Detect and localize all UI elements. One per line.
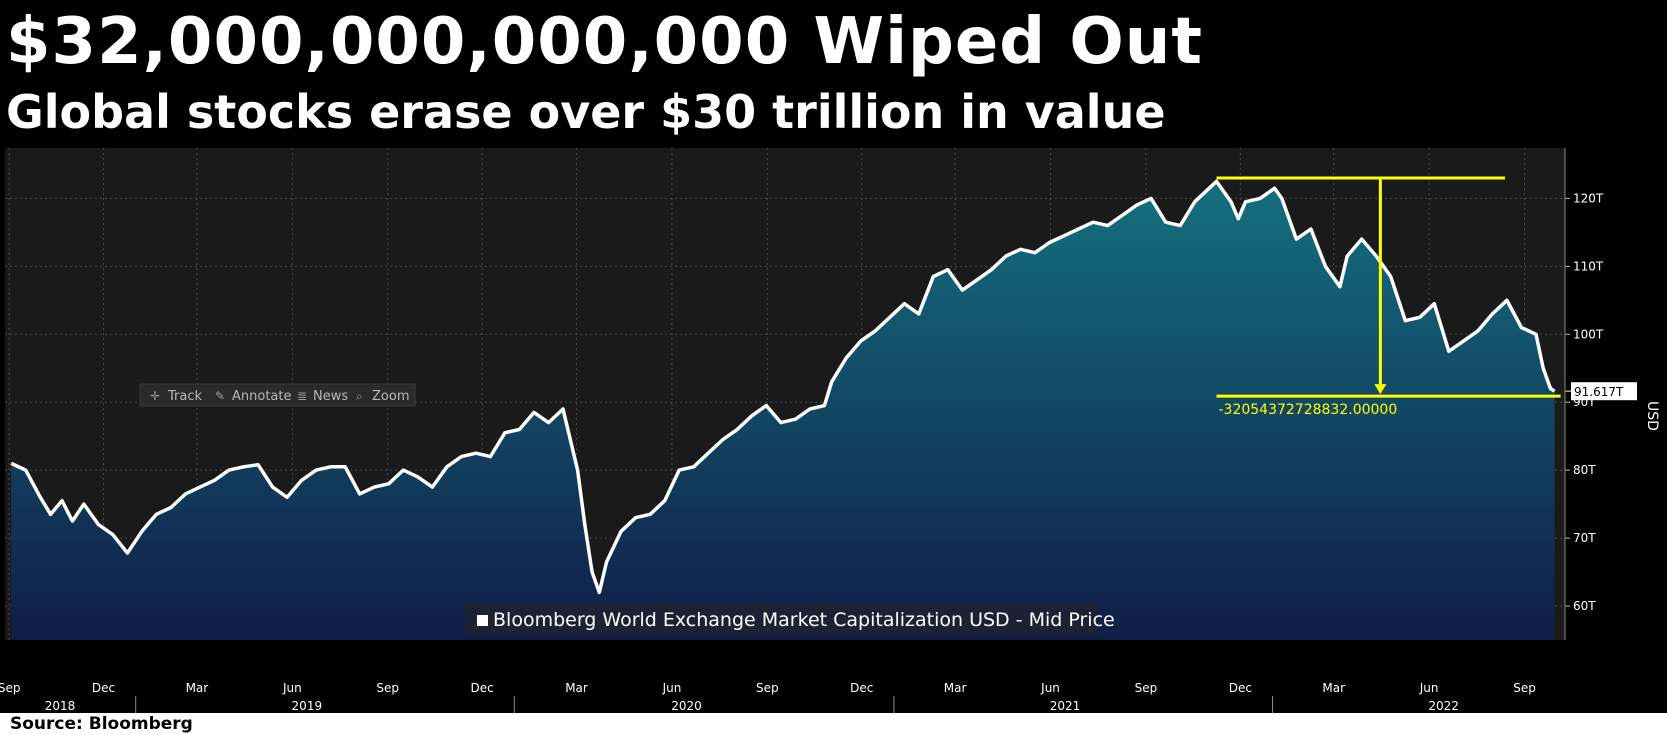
- x-year-label: 2019: [292, 699, 323, 713]
- zoom-button[interactable]: ⌕ Zoom: [356, 389, 409, 404]
- y-axis-label: USD: [1644, 401, 1660, 431]
- x-tick-label: Jun: [282, 681, 302, 695]
- subheadline: Global stocks erase over $30 trillion in…: [6, 85, 1166, 139]
- x-tick-label: Sep: [756, 681, 779, 695]
- x-tick-label: Sep: [376, 681, 399, 695]
- source-label: Source: Bloomberg: [10, 714, 193, 734]
- last-value-label: 91.617T: [1574, 385, 1624, 399]
- annotate-label: Annotate: [232, 389, 291, 404]
- news-label: News: [313, 389, 348, 404]
- y-tick-label: 120T: [1573, 191, 1604, 205]
- crosshair-icon: ✛: [150, 389, 160, 403]
- x-year-label: 2018: [45, 699, 76, 713]
- news-icon: ≣: [297, 389, 307, 403]
- y-tick-label: 60T: [1573, 599, 1596, 613]
- series-area: [11, 181, 1555, 640]
- series-line: [10, 179, 1556, 595]
- drawdown-label: -32054372728832.00000: [1218, 402, 1397, 418]
- x-tick-label: Jun: [1040, 681, 1060, 695]
- x-year-label: 2022: [1428, 699, 1459, 713]
- source-bar: Source: Bloomberg: [0, 713, 1667, 735]
- x-tick-label: Mar: [186, 681, 209, 695]
- x-tick-label: Sep: [1135, 681, 1158, 695]
- drawdown-arrow-head: [1374, 384, 1387, 395]
- y-tick-label: 90T: [1573, 395, 1596, 409]
- y-tick-label: 70T: [1573, 531, 1596, 545]
- headline: $32,000,000,000,000 Wiped Out: [6, 5, 1203, 79]
- x-year-label: 2020: [671, 699, 702, 713]
- y-tick-label: 110T: [1573, 259, 1604, 273]
- x-tick-label: Mar: [1322, 681, 1345, 695]
- axes: 60T 70T 80T 90T 100T 110T 120T Sep Dec Mar Jun Sep D…: [0, 148, 1604, 713]
- x-tick-label: Sep: [1513, 681, 1536, 695]
- annotate-button[interactable]: ✎ Annotate: [215, 389, 291, 404]
- x-tick-label: Sep: [0, 681, 20, 695]
- x-tick-label: Dec: [471, 681, 494, 695]
- zoom-label: Zoom: [372, 389, 409, 404]
- x-tick-label: Mar: [565, 681, 588, 695]
- track-label: Track: [167, 389, 202, 404]
- x-tick-label: Dec: [1229, 681, 1252, 695]
- pencil-icon: ✎: [215, 389, 225, 403]
- market-cap-chart: -32054372728832.00000 91.617T 60T 70T 80T 90…: [0, 148, 1660, 713]
- x-tick-label: Dec: [850, 681, 873, 695]
- legend-swatch: [477, 615, 488, 626]
- y-tick-label: 100T: [1573, 327, 1604, 341]
- x-tick-label: Mar: [944, 681, 967, 695]
- legend: Bloomberg World Exchange Market Capitali…: [465, 603, 1115, 636]
- magnifier-icon: ⌕: [356, 389, 363, 403]
- chart-area: -32054372728832.00000 91.617T 60T 70T 80T 90…: [0, 148, 1667, 713]
- chart-toolbar: ✛ Track ✎ Annotate ≣ News ⌕ Zoom: [139, 383, 416, 407]
- y-tick-label: 80T: [1573, 463, 1596, 477]
- drawdown-annotation: -32054372728832.00000 91.617T: [1216, 176, 1637, 418]
- x-year-label: 2021: [1050, 699, 1081, 713]
- x-tick-label: Jun: [662, 681, 682, 695]
- news-button[interactable]: ≣ News: [297, 389, 348, 404]
- x-tick-label: Dec: [92, 681, 115, 695]
- x-tick-label: Jun: [1419, 681, 1439, 695]
- track-button[interactable]: ✛ Track: [150, 389, 202, 404]
- legend-label: Bloomberg World Exchange Market Capitali…: [493, 609, 1115, 631]
- last-value-tag: [1571, 382, 1637, 401]
